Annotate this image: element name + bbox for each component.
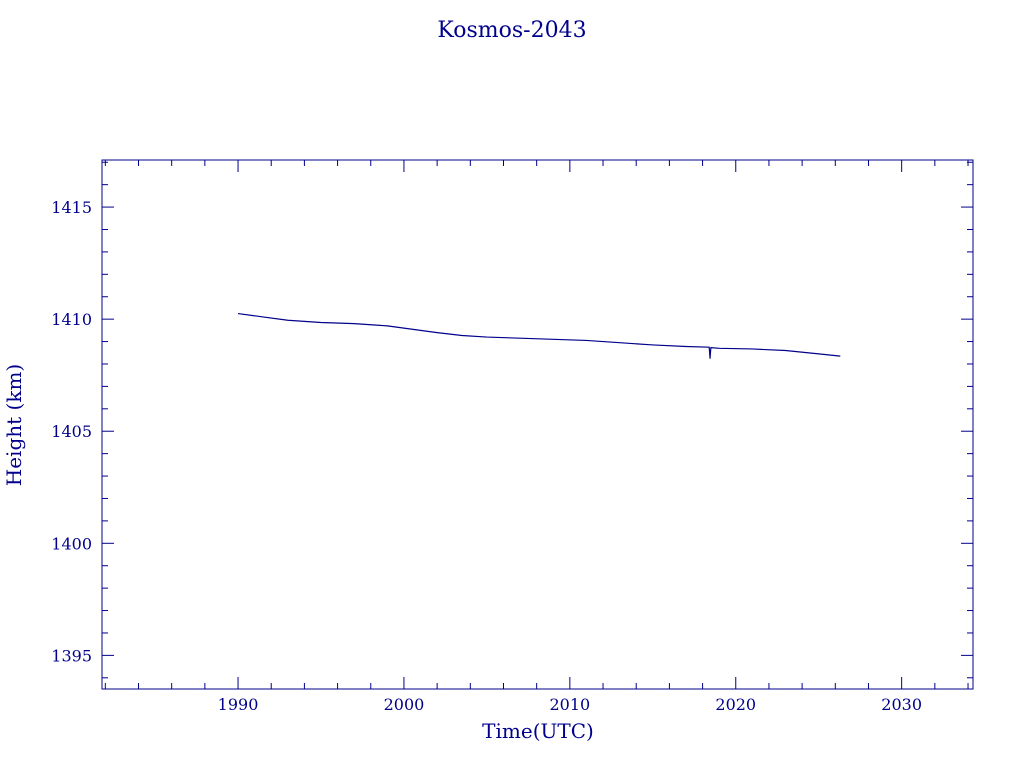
y-tick-label: 1400 [51, 534, 92, 553]
x-tick-label: 2000 [384, 695, 425, 714]
axis-ticks [102, 160, 973, 689]
x-axis-label: Time(UTC) [482, 719, 594, 743]
y-tick-label: 1395 [51, 646, 92, 665]
x-tick-label: 1990 [218, 695, 259, 714]
plot-frame [101, 159, 974, 690]
y-tick-label: 1410 [51, 310, 92, 329]
y-axis-label: Height (km) [2, 364, 26, 486]
x-tick-label: 2030 [881, 695, 922, 714]
height-series-line [237, 312, 841, 359]
y-tick-label: 1415 [51, 198, 92, 217]
y-tick-labels: 1395 1400 1405 1410 1415 [51, 198, 92, 665]
y-tick-label: 1405 [51, 422, 92, 441]
x-tick-labels: 1990 2000 2010 2020 2030 [218, 695, 922, 714]
chart-title: Kosmos-2043 [437, 18, 586, 43]
x-tick-label: 2010 [549, 695, 590, 714]
series-layer [237, 312, 841, 359]
x-tick-label: 2020 [715, 695, 756, 714]
